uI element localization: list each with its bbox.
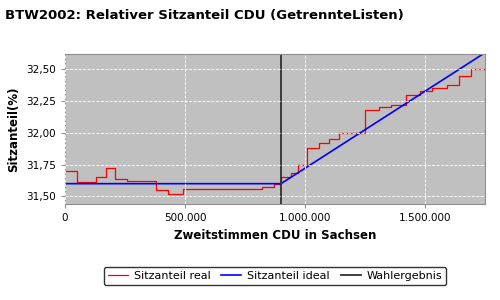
Sitzanteil real (112, 177, 118, 180)
Text: BTW2002: Relativer Sitzanteil CDU (GetrennteListen): BTW2002: Relativer Sitzanteil CDU (Getre… (5, 9, 404, 22)
Sitzanteil real (468, 68, 473, 71)
Sitzanteil real (62, 169, 68, 173)
Sitzanteil ideal (62, 182, 68, 185)
Sitzanteil real (304, 146, 310, 150)
Sitzanteil real (482, 68, 488, 71)
Y-axis label: Sitzanteil(%): Sitzanteil(%) (8, 86, 20, 172)
Sitzanteil ideal (278, 182, 284, 185)
Sitzanteil real (271, 186, 277, 189)
Legend: Sitzanteil real, Sitzanteil ideal, Wahlergebnis: Sitzanteil real, Sitzanteil ideal, Wahle… (104, 267, 446, 285)
Line: Sitzanteil real: Sitzanteil real (65, 69, 485, 194)
Sitzanteil ideal (482, 51, 488, 55)
Sitzanteil ideal (74, 182, 80, 185)
Sitzanteil real (336, 137, 342, 141)
Line: Sitzanteil ideal: Sitzanteil ideal (65, 53, 485, 184)
Sitzanteil real (288, 172, 294, 175)
Sitzanteil real (336, 131, 342, 135)
Sitzanteil real (165, 192, 171, 196)
X-axis label: Zweitstimmen CDU in Sachsen: Zweitstimmen CDU in Sachsen (174, 229, 376, 242)
